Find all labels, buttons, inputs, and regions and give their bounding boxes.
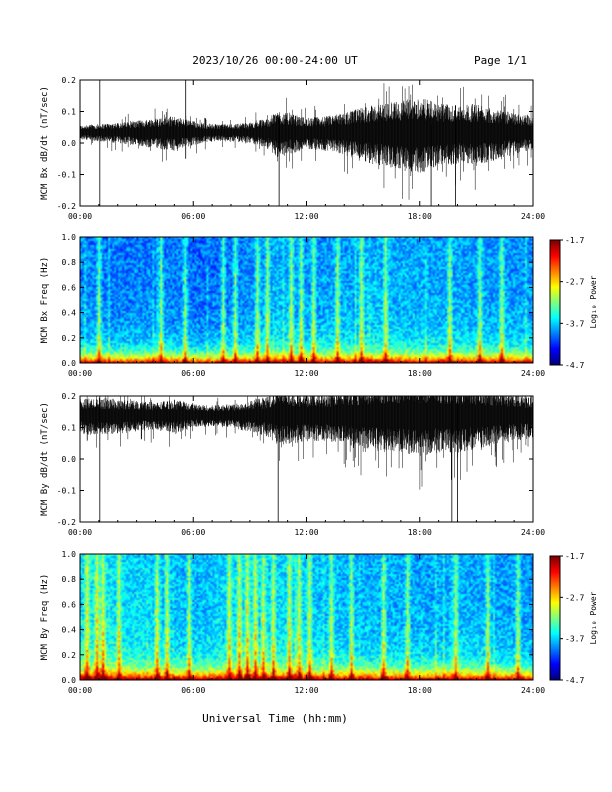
ytick-label: 0.1 xyxy=(62,108,77,117)
xtick-label: 06:00 xyxy=(181,212,205,221)
ytick-label: 0.1 xyxy=(62,424,77,433)
page-number: Page 1/1 xyxy=(474,54,527,67)
xtick-label: 06:00 xyxy=(181,369,205,378)
bx-colorbar-ticks: -1.7 -2.7 -3.7 -4.7 xyxy=(560,236,584,370)
xtick-label: 12:00 xyxy=(294,528,318,537)
xtick-label: 18:00 xyxy=(408,686,432,695)
ytick-label: 0.0 xyxy=(62,139,77,148)
by-spectrogram-ticks: 0.0 0.2 0.4 0.6 0.8 1.0 00:00 06:00 12:00 18:00 24… xyxy=(62,550,546,695)
colorbar-tick-label: -1.7 xyxy=(565,552,584,561)
ytick-label: -0.1 xyxy=(57,487,76,496)
ytick-label: 0.4 xyxy=(62,309,77,318)
trace-envelope xyxy=(79,83,534,200)
colorbar-tick-label: -3.7 xyxy=(565,635,584,644)
xtick-label: 00:00 xyxy=(68,212,92,221)
xtick-label: 06:00 xyxy=(181,686,205,695)
xtick-label: 00:00 xyxy=(68,369,92,378)
ytick-label: -0.2 xyxy=(57,518,76,527)
xtick-label: 24:00 xyxy=(521,686,545,695)
page-title: 2023/10/26 00:00-24:00 UT xyxy=(192,54,358,67)
ytick-label: -0.1 xyxy=(57,171,76,180)
ytick-label: 0.6 xyxy=(62,283,77,292)
bx-colorbar xyxy=(550,240,560,365)
bx-spectrogram-image xyxy=(80,237,533,363)
panel-by-dbdt: -0.2 -0.1 0.0 0.1 0.2 00:00 06:00 12:00 18:00 24:… xyxy=(40,392,545,537)
by-spectrogram-ylabel: MCM By Freq (Hz) xyxy=(40,574,50,661)
xtick-label: 12:00 xyxy=(294,212,318,221)
bx-dbdt-trace xyxy=(79,80,534,206)
xtick-label: 12:00 xyxy=(294,369,318,378)
ytick-label: 0.2 xyxy=(62,392,77,401)
bx-colorbar-frame xyxy=(549,239,561,366)
colorbar-tick-label: -2.7 xyxy=(565,593,584,602)
by-dbdt-ticks: -0.2 -0.1 0.0 0.1 0.2 00:00 06:00 12:00 18:00 24:… xyxy=(57,392,545,537)
colorbar-tick-label: -3.7 xyxy=(565,319,584,328)
panel-by-spectrogram: 0.0 0.2 0.4 0.6 0.8 1.0 00:00 06:00 12:00 18:00 24… xyxy=(40,550,598,695)
ytick-label: 0.8 xyxy=(62,575,77,584)
by-colorbar xyxy=(550,556,560,680)
colorbar-tick-label: -4.7 xyxy=(565,676,584,685)
by-dbdt-ylabel: MCM By dB/dt (nT/sec) xyxy=(40,402,50,516)
xtick-label: 12:00 xyxy=(294,686,318,695)
bx-spectrogram-ticks: 0.0 0.2 0.4 0.6 0.8 1.0 00:00 06:00 12:00 18:00 24… xyxy=(62,233,546,378)
xtick-label: 00:00 xyxy=(68,528,92,537)
ytick-label: 1.0 xyxy=(62,233,77,242)
ytick-label: 0.2 xyxy=(62,76,77,85)
bx-colorbar-label: Log₁₀ Power xyxy=(589,275,598,328)
trace-envelope xyxy=(79,396,534,490)
ytick-label: 0.0 xyxy=(62,455,77,464)
xtick-label: 18:00 xyxy=(408,528,432,537)
by-dbdt-trace xyxy=(79,396,534,522)
ytick-label: 0.0 xyxy=(62,359,77,368)
xtick-label: 24:00 xyxy=(521,369,545,378)
panel-bx-dbdt: -0.2 -0.1 0.0 0.1 0.2 00:00 06:00 12:00 18:00 24:… xyxy=(40,76,545,221)
xtick-label: 24:00 xyxy=(521,528,545,537)
panel-bx-spectrogram: 0.0 0.2 0.4 0.6 0.8 1.0 00:00 06:00 12:00 18:00 24… xyxy=(40,233,598,378)
bx-dbdt-ticks: -0.2 -0.1 0.0 0.1 0.2 00:00 06:00 12:00 18:00 24:… xyxy=(57,76,545,221)
by-spectrogram-image xyxy=(80,554,533,680)
xtick-label: 18:00 xyxy=(408,369,432,378)
ytick-label: 1.0 xyxy=(62,550,77,559)
ytick-label: 0.0 xyxy=(62,676,77,685)
colorbar-tick-label: -4.7 xyxy=(565,361,584,370)
by-colorbar-ticks: -1.7 -2.7 -3.7 -4.7 xyxy=(560,552,584,685)
ytick-label: 0.6 xyxy=(62,600,77,609)
bx-dbdt-ylabel: MCM Bx dB/dt (nT/sec) xyxy=(40,86,50,200)
ytick-label: 0.8 xyxy=(62,258,77,267)
xtick-label: 06:00 xyxy=(181,528,205,537)
bx-spectrogram-ylabel: MCM Bx Freq (Hz) xyxy=(40,257,50,344)
xtick-label: 18:00 xyxy=(408,212,432,221)
by-colorbar-frame xyxy=(549,555,561,681)
xtick-label: 00:00 xyxy=(68,686,92,695)
colorbar-tick-label: -2.7 xyxy=(565,278,584,287)
ytick-label: 0.2 xyxy=(62,651,77,660)
xtick-label: 24:00 xyxy=(521,212,545,221)
by-colorbar-label: Log₁₀ Power xyxy=(589,591,598,644)
ytick-label: 0.2 xyxy=(62,334,77,343)
colorbar-tick-label: -1.7 xyxy=(565,236,584,245)
xaxis-label: Universal Time (hh:mm) xyxy=(202,712,348,725)
ytick-label: -0.2 xyxy=(57,202,76,211)
ytick-label: 0.4 xyxy=(62,626,77,635)
